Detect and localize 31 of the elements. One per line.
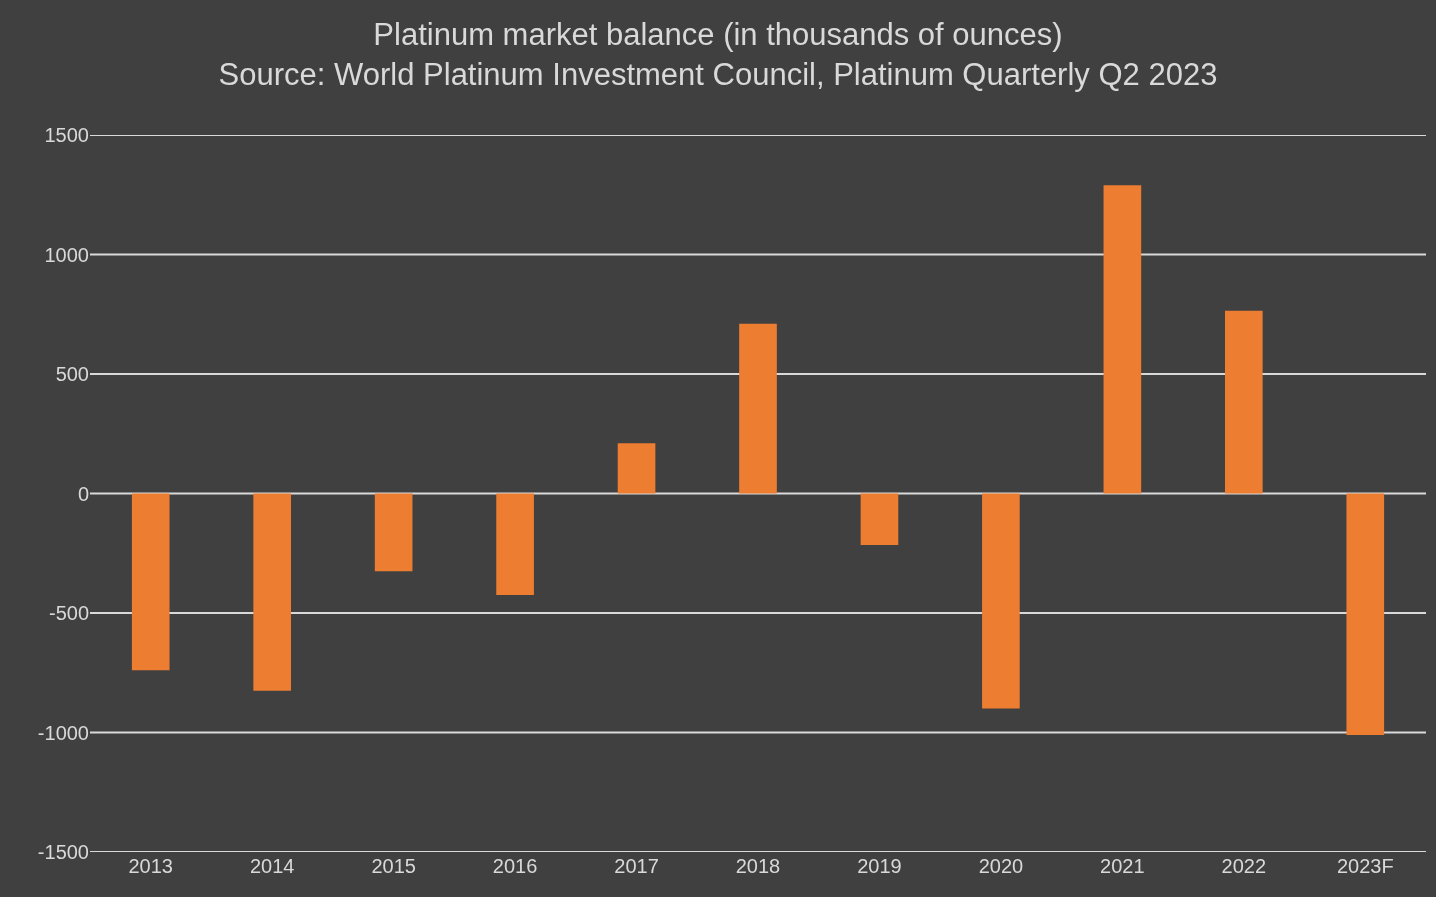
x-tick-label: 2015: [371, 855, 416, 877]
x-tick-label: 2018: [735, 855, 781, 877]
chart-title: Platinum market balance (in thousands of ounces): [373, 16, 1063, 52]
x-tick-label: 2019: [857, 855, 902, 877]
bar: [617, 443, 656, 494]
bar: [1103, 185, 1142, 494]
x-tick-label: 2023F: [1336, 855, 1394, 877]
x-tick-label: 2016: [492, 855, 538, 877]
y-tick-label: 500: [55, 363, 89, 385]
bar: [1224, 310, 1263, 494]
bar: [982, 493, 1020, 709]
y-tick-label: -1000: [37, 721, 89, 744]
bar: [131, 493, 170, 671]
x-tick-label: 2017: [614, 855, 659, 877]
y-tick-label: 0: [77, 482, 89, 505]
bar: [1346, 493, 1385, 735]
bar: [739, 323, 777, 494]
bar: [496, 493, 534, 596]
x-tick-label: 2014: [249, 855, 295, 877]
chart-subtitle: Source: World Platinum Investment Council, Platinum Quarterly Q2 2023: [218, 57, 1218, 93]
x-tick-label: 2021: [1100, 855, 1145, 877]
bar: [253, 493, 292, 691]
x-tick-label: 2022: [1221, 855, 1267, 877]
y-tick-label: -1500: [37, 841, 89, 863]
bar: [860, 493, 899, 545]
y-tick-label: 1000: [44, 243, 89, 266]
y-tick-label: -500: [48, 602, 89, 624]
x-tick-label: 2013: [128, 855, 173, 877]
bar: [374, 493, 413, 572]
y-tick-label: 1500: [44, 124, 89, 146]
x-tick-label: 2020: [978, 855, 1024, 877]
